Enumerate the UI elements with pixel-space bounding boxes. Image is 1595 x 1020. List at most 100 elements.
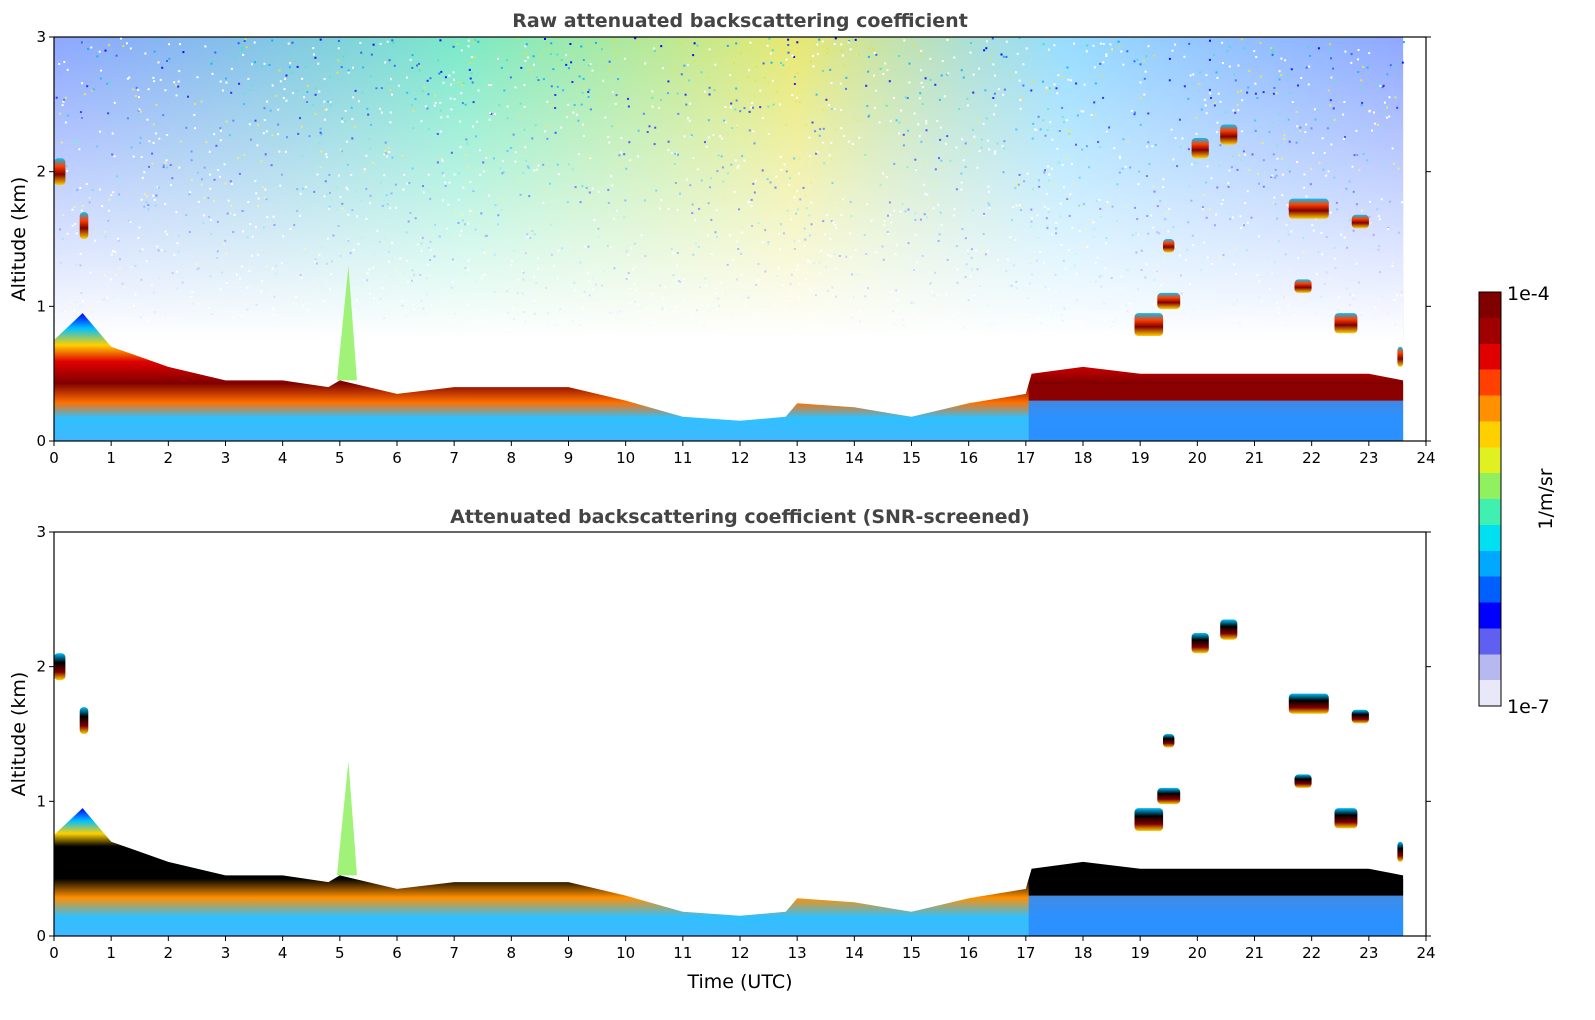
cloud-layer	[1334, 313, 1358, 334]
x-tick-label: 19	[1131, 944, 1150, 962]
y-tick-label: 3	[36, 523, 46, 541]
cloud-layer	[1397, 841, 1404, 862]
cloud-layer	[1334, 808, 1358, 829]
y-tick-label: 1	[36, 792, 46, 810]
cloud-layer	[1191, 633, 1209, 654]
raw-backscatter-panel: Raw attenuated backscattering coefficien…	[8, 10, 1436, 467]
x-tick-label: 7	[449, 449, 459, 467]
x-tick-label: 22	[1302, 449, 1321, 467]
x-tick-label: 11	[673, 449, 692, 467]
y-tick-label: 3	[36, 28, 46, 46]
x-tick-label: 7	[449, 944, 459, 962]
screened-panel-title: Attenuated backscattering coefficient (S…	[450, 506, 1030, 528]
screened-plot-area	[54, 619, 1404, 936]
x-tick-label: 1	[106, 944, 116, 962]
cloud-layer	[54, 653, 66, 681]
colorbar: 1e-4 1e-7 1/m/sr	[1478, 283, 1557, 718]
raw-y-axis-label: Altitude (km)	[8, 177, 30, 302]
x-tick-label: 2	[164, 944, 174, 962]
low-aerosol-region	[1028, 400, 1404, 441]
y-tick-label: 0	[36, 927, 46, 945]
cloud-layer	[1157, 787, 1181, 805]
x-tick-label: 20	[1188, 944, 1207, 962]
x-tick-label: 12	[730, 944, 749, 962]
x-tick-label: 8	[507, 944, 517, 962]
raw-plot-area	[54, 37, 1405, 441]
cloud-layer	[1351, 709, 1369, 724]
x-tick-label: 14	[845, 944, 864, 962]
x-tick-label: 13	[788, 449, 807, 467]
x-tick-label: 23	[1359, 449, 1378, 467]
x-tick-label: 21	[1245, 449, 1264, 467]
screened-y-axis-label: Altitude (km)	[8, 672, 30, 797]
late-aerosol-layer	[1028, 879, 1404, 896]
x-tick-label: 0	[49, 944, 59, 962]
late-aerosol-layer	[1028, 384, 1404, 401]
x-tick-label: 10	[616, 944, 635, 962]
x-tick-label: 5	[335, 944, 345, 962]
x-tick-label: 22	[1302, 944, 1321, 962]
x-tick-label: 17	[1016, 449, 1035, 467]
screened-x-axis: 0 1 2 3 4 5 6 7 8 9 10 11 12 13 14 15 16 17 18 19 20 21 22 23 24	[49, 936, 1436, 962]
cloud-layer	[1134, 313, 1164, 336]
x-tick-label: 3	[221, 449, 231, 467]
x-tick-label: 9	[564, 449, 574, 467]
x-tick-label: 1	[106, 449, 116, 467]
cloud-layer	[1288, 693, 1329, 714]
cloud-layer	[1397, 346, 1404, 367]
x-tick-label: 13	[788, 944, 807, 962]
x-tick-label: 16	[959, 449, 978, 467]
x-tick-label: 4	[278, 944, 288, 962]
x-tick-label: 24	[1416, 449, 1435, 467]
x-tick-label: 20	[1188, 449, 1207, 467]
x-tick-label: 6	[392, 944, 402, 962]
screened-backscatter-panel: Attenuated backscattering coefficient (S…	[8, 506, 1436, 993]
raw-x-axis: 0 1 2 3 4 5 6 7 8 9 10 11 12 13 14 15 16 17 18 19 20 21 22 23 24	[49, 441, 1436, 467]
x-tick-label: 19	[1131, 449, 1150, 467]
colorbar-scale	[1478, 291, 1502, 707]
cloud-layer	[1351, 214, 1369, 229]
x-tick-label: 9	[564, 944, 574, 962]
x-tick-label: 3	[221, 944, 231, 962]
x-tick-label: 15	[902, 449, 921, 467]
cloud-layer	[1220, 619, 1238, 640]
raw-panel-title: Raw attenuated backscattering coefficien…	[512, 10, 968, 32]
sky-fade	[54, 37, 1404, 340]
cloud-layer	[1157, 292, 1181, 310]
x-tick-label: 18	[1073, 449, 1092, 467]
x-tick-label: 2	[164, 449, 174, 467]
x-tick-label: 21	[1245, 944, 1264, 962]
x-tick-label: 10	[616, 449, 635, 467]
cloud-layer	[1294, 774, 1312, 788]
x-tick-label: 5	[335, 449, 345, 467]
cloud-layer	[1163, 734, 1175, 748]
x-tick-label: 18	[1073, 944, 1092, 962]
x-tick-label: 6	[392, 449, 402, 467]
x-tick-label: 11	[673, 944, 692, 962]
y-tick-label: 0	[36, 432, 46, 450]
x-tick-label: 12	[730, 449, 749, 467]
x-tick-label: 0	[49, 449, 59, 467]
colorbar-unit-label: 1/m/sr	[1535, 468, 1557, 529]
cloud-layer	[79, 212, 89, 239]
y-tick-label: 2	[36, 163, 46, 181]
cloud-layer	[1220, 124, 1238, 145]
x-tick-label: 8	[507, 449, 517, 467]
aerosol-plume	[336, 760, 357, 876]
cloud-layer	[1191, 138, 1209, 159]
colorbar-min-label: 1e-7	[1507, 696, 1550, 718]
y-tick-label: 2	[36, 658, 46, 676]
x-tick-label: 16	[959, 944, 978, 962]
x-tick-label: 24	[1416, 944, 1435, 962]
x-tick-label: 14	[845, 449, 864, 467]
cloud-layer	[79, 707, 89, 734]
x-axis-label: Time (UTC)	[686, 971, 792, 993]
x-tick-label: 23	[1359, 944, 1378, 962]
cloud-layer	[1288, 198, 1329, 219]
low-aerosol-region	[1028, 895, 1404, 936]
cloud-layer	[1294, 279, 1312, 293]
x-tick-label: 17	[1016, 944, 1035, 962]
raw-y-axis: 0 1 2 3	[36, 28, 1431, 450]
x-tick-label: 4	[278, 449, 288, 467]
